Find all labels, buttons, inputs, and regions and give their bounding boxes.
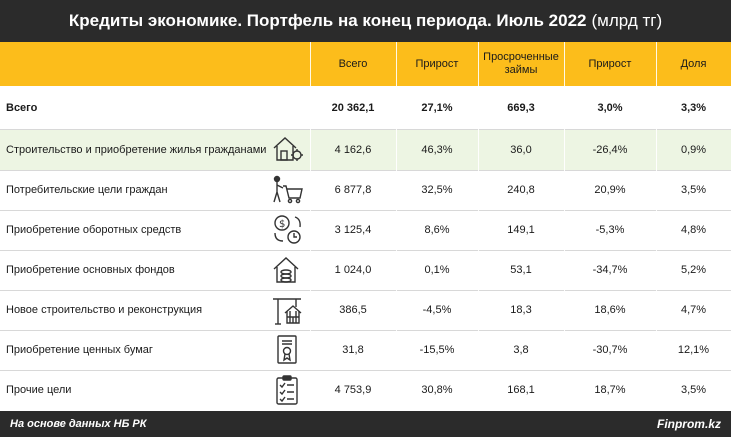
cell-overdue: 36,0 <box>510 144 532 156</box>
cell-total: 1 024,0 <box>334 264 372 276</box>
cell-growth: 46,3% <box>421 144 453 156</box>
row-divider <box>0 370 731 371</box>
column-divider <box>564 42 565 369</box>
cell-overdue-growth: 18,6% <box>594 304 626 316</box>
header-growth: Прирост <box>415 57 459 70</box>
source-note: На основе данных НБ РК <box>10 418 147 430</box>
cell-total: 4 162,6 <box>334 144 372 156</box>
cell-overdue-growth: -30,7% <box>592 344 628 356</box>
cell-overdue-growth: -34,7% <box>592 264 628 276</box>
cell-overdue-growth: 3,0% <box>597 102 623 114</box>
cell-total: 4 753,9 <box>334 384 372 396</box>
cell-share: 0,9% <box>680 144 707 156</box>
row-divider <box>0 290 731 291</box>
column-divider <box>478 42 479 369</box>
construction-crane-icon <box>270 293 304 327</box>
cell-total: 6 877,8 <box>334 184 372 196</box>
cell-overdue: 669,3 <box>507 102 535 114</box>
brand-logo: Finprom.kz <box>656 417 721 431</box>
header-total: Всего <box>338 57 368 70</box>
cell-overdue-growth: 18,7% <box>594 384 626 396</box>
cell-growth: 27,1% <box>421 102 453 114</box>
cell-total: 20 362,1 <box>331 102 375 114</box>
table-row: Приобретение основных фондов 1 024,0 0,1… <box>0 250 731 290</box>
cell-share: 5,2% <box>680 264 707 276</box>
row-divider <box>0 210 731 211</box>
cell-overdue: 3,8 <box>513 344 529 356</box>
header-share: Доля <box>680 57 707 70</box>
table-row: Новое строительство и реконструкция 386,… <box>0 290 731 330</box>
cell-share: 4,8% <box>680 224 707 236</box>
table-row: Приобретение ценных бумаг 31,8 -15,5% 3,… <box>0 330 731 370</box>
row-divider <box>0 129 731 130</box>
table-header: Всего Прирост Просроченные займы Прирост… <box>0 42 731 86</box>
row-label: Новое строительство и реконструкция <box>6 304 203 316</box>
house-coins-icon <box>270 253 304 287</box>
cell-total: 386,5 <box>339 304 367 316</box>
cell-overdue-growth: -5,3% <box>595 224 625 236</box>
row-label: Всего <box>6 102 38 114</box>
title-bar: Кредиты экономике. Портфель на конец пер… <box>0 0 731 42</box>
cell-overdue: 18,3 <box>510 304 532 316</box>
cell-overdue: 168,1 <box>507 384 535 396</box>
cell-total: 31,8 <box>342 344 364 356</box>
row-label: Приобретение оборотных средств <box>6 224 182 236</box>
checklist-icon <box>270 373 304 407</box>
cell-overdue-growth: -26,4% <box>592 144 628 156</box>
title-main: Кредиты экономике. Портфель на конец пер… <box>68 11 587 30</box>
title-unit: (млрд тг) <box>591 11 663 30</box>
cell-overdue: 240,8 <box>507 184 535 196</box>
row-label: Прочие цели <box>6 384 72 396</box>
cell-growth: -15,5% <box>419 344 455 356</box>
certificate-icon <box>270 333 304 367</box>
table-row: Прочие цели 4 753,9 30,8% 168,1 18,7% 3,… <box>0 370 731 410</box>
table-row: Потребительские цели граждан 6 877,8 32,… <box>0 170 731 210</box>
cell-growth: 32,5% <box>421 184 453 196</box>
footer: На основе данных НБ РК Finprom.kz <box>0 411 731 437</box>
cell-growth: 8,6% <box>424 224 450 236</box>
row-label: Строительство и приобретение жилья гражд… <box>6 144 267 156</box>
row-label: Приобретение ценных бумаг <box>6 344 153 356</box>
cell-growth: 30,8% <box>421 384 453 396</box>
cell-share: 3,5% <box>680 384 707 396</box>
table-row-total: Всего 20 362,1 27,1% 669,3 3,0% 3,3% <box>0 88 731 128</box>
column-divider <box>656 42 657 369</box>
cell-overdue: 53,1 <box>510 264 532 276</box>
row-label: Приобретение основных фондов <box>6 264 175 276</box>
cell-overdue-growth: 20,9% <box>594 184 626 196</box>
column-divider <box>310 42 311 369</box>
cell-growth: 0,1% <box>424 264 450 276</box>
house-gear-icon <box>270 133 304 167</box>
cell-overdue: 149,1 <box>507 224 535 236</box>
column-divider <box>396 42 397 369</box>
row-divider <box>0 250 731 251</box>
row-label: Потребительские цели граждан <box>6 184 168 196</box>
shopping-cart-person-icon <box>270 173 304 207</box>
cell-share: 4,7% <box>680 304 707 316</box>
cell-total: 3 125,4 <box>334 224 372 236</box>
row-divider <box>0 330 731 331</box>
cell-share: 12,1% <box>677 344 710 356</box>
row-divider <box>0 170 731 171</box>
cell-share: 3,3% <box>680 102 707 114</box>
header-overdue-growth: Прирост <box>588 57 632 70</box>
table-row: Приобретение оборотных средств $ 3 125,4… <box>0 210 731 250</box>
svg-text:$: $ <box>279 219 285 230</box>
table-row: Строительство и приобретение жилья гражд… <box>0 130 731 170</box>
header-overdue: Просроченные займы <box>483 51 559 76</box>
cell-share: 3,5% <box>680 184 707 196</box>
cell-growth: -4,5% <box>422 304 452 316</box>
money-cycle-clock-icon: $ <box>270 213 304 247</box>
